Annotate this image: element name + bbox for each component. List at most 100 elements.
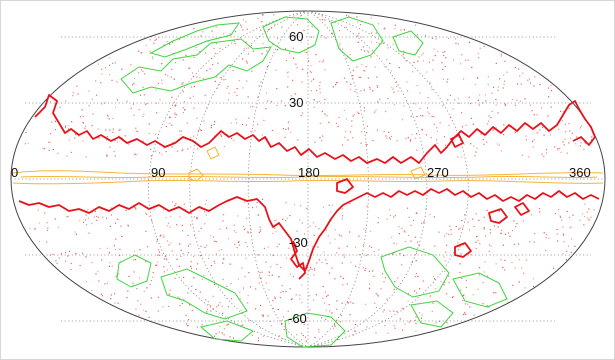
source-dot (584, 203, 586, 205)
source-dot (478, 57, 480, 59)
source-dot (365, 230, 367, 232)
yellow-contour-plane-3 (20, 175, 598, 179)
source-dot (358, 113, 360, 115)
source-dot (443, 136, 446, 138)
source-dot (204, 211, 206, 213)
source-dot (181, 230, 184, 232)
source-dot (465, 286, 467, 288)
source-dot (212, 295, 214, 297)
source-dot (353, 334, 355, 336)
source-dot (350, 83, 352, 85)
source-dot (426, 107, 429, 109)
source-dot (402, 308, 404, 310)
source-dot (199, 129, 201, 131)
source-dot (474, 155, 476, 157)
source-dot (174, 277, 176, 279)
source-dot (495, 263, 497, 265)
source-dot (566, 250, 568, 252)
source-dot (91, 98, 93, 100)
source-dot (64, 126, 66, 128)
source-dot (137, 300, 139, 302)
source-dot (182, 253, 184, 255)
source-dot (173, 78, 175, 80)
source-dot (462, 295, 464, 297)
source-dot (118, 273, 120, 275)
source-dot (359, 76, 362, 78)
source-dot (127, 225, 129, 227)
source-dot (85, 224, 88, 226)
source-dot (301, 222, 303, 224)
source-dot (462, 299, 464, 302)
source-dot (107, 116, 109, 118)
source-dot (310, 65, 312, 67)
source-dot (163, 44, 165, 46)
source-dot (546, 234, 548, 236)
source-dot (540, 107, 543, 109)
source-dot (394, 103, 396, 106)
source-dot (500, 53, 502, 55)
source-dot (151, 56, 153, 58)
source-dot (227, 323, 229, 325)
source-dot (230, 122, 232, 124)
source-dot (495, 99, 497, 101)
source-dot (85, 156, 87, 158)
source-dot (389, 138, 392, 140)
source-dot (330, 211, 332, 213)
source-dot (157, 296, 159, 298)
source-dot (226, 227, 228, 229)
source-dot (394, 327, 396, 329)
source-dot (377, 222, 379, 224)
source-dot (322, 298, 324, 300)
source-dot (507, 232, 510, 234)
source-dot (593, 209, 595, 211)
source-dot (171, 146, 173, 148)
source-dot (287, 71, 289, 73)
source-dot (173, 78, 175, 81)
source-dot (240, 24, 242, 26)
source-dot (442, 78, 444, 80)
source-dot (591, 136, 593, 138)
lon-label-360: 360 (569, 165, 591, 180)
source-dot (225, 78, 227, 80)
source-dot (475, 241, 477, 243)
source-dot (292, 276, 294, 278)
yellow-contour-plane-1 (12, 170, 604, 177)
source-dot (417, 49, 419, 51)
source-dot (292, 34, 294, 36)
source-dot (291, 298, 293, 300)
source-dot (104, 283, 106, 285)
source-dot (437, 50, 439, 52)
source-dot (205, 203, 207, 205)
source-dot (109, 262, 111, 264)
source-dot (376, 42, 378, 44)
source-dot (261, 134, 263, 136)
source-dot (100, 82, 102, 84)
source-dot (139, 249, 141, 251)
source-dot (112, 128, 114, 130)
source-dot (529, 241, 531, 243)
source-dot (116, 99, 119, 101)
source-dot (259, 226, 261, 228)
source-dot (65, 125, 67, 127)
source-dot (324, 99, 326, 101)
source-dot (493, 128, 495, 130)
source-dot (319, 88, 321, 90)
source-dot (433, 48, 435, 50)
source-dot (238, 244, 241, 246)
source-dot (461, 156, 463, 158)
source-dot (249, 286, 252, 288)
source-dot (266, 50, 268, 52)
source-dot (489, 232, 491, 234)
source-dot (115, 238, 117, 240)
source-dot (497, 112, 499, 114)
source-dot (479, 94, 481, 96)
source-dot (199, 50, 201, 53)
source-dot (484, 94, 486, 96)
source-dot (299, 298, 301, 300)
source-dot (196, 326, 199, 328)
source-dot (346, 81, 348, 83)
source-dot (491, 92, 493, 94)
source-dot (182, 82, 184, 84)
source-dot (543, 155, 545, 157)
source-dot (58, 226, 60, 228)
